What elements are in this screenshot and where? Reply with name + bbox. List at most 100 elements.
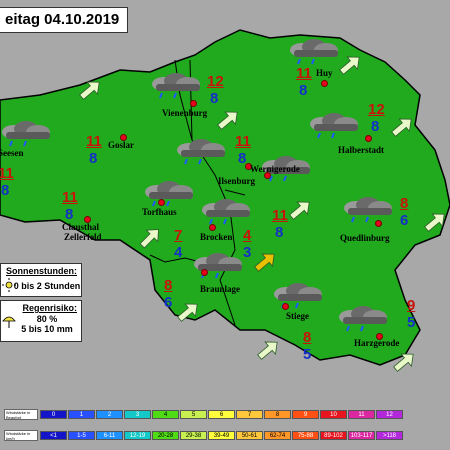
beaufort-cell: 7 bbox=[236, 410, 263, 419]
town-label: Zellerfeld bbox=[64, 232, 102, 242]
town-label: Vienenburg bbox=[162, 108, 208, 118]
town-label: Brocken bbox=[200, 232, 233, 242]
temp-max: 9 bbox=[407, 297, 416, 314]
temp-max: 11 bbox=[0, 165, 14, 182]
temp-max: 8 bbox=[164, 277, 173, 294]
town-dot bbox=[158, 199, 165, 206]
town-dot bbox=[321, 80, 328, 87]
rain-legend: Regenrisiko: 80 % 5 bis 10 mm bbox=[0, 300, 82, 342]
temp-min: 8 bbox=[275, 224, 284, 241]
kmh-cell: 103-117 bbox=[348, 431, 375, 440]
town-label: Wernigerode bbox=[250, 164, 300, 174]
town-label: Braunlage bbox=[200, 284, 241, 294]
wind-arrow-icon bbox=[254, 253, 275, 272]
temp-max: 11 bbox=[296, 65, 312, 82]
rain-amount: 5 bis 10 mm bbox=[21, 324, 73, 334]
temp-min: 8 bbox=[299, 82, 308, 99]
temp-max: 8 bbox=[400, 195, 409, 212]
rain-cloud-icon bbox=[290, 39, 338, 65]
temp-min: 5 bbox=[303, 346, 312, 363]
town-label: Clausthal bbox=[62, 222, 100, 232]
rain-cloud-icon bbox=[152, 73, 200, 99]
wind-arrow-icon bbox=[79, 81, 100, 100]
kmh-cell: 6-11 bbox=[96, 431, 123, 440]
temp-max: 11 bbox=[86, 133, 102, 150]
temp-max: 11 bbox=[62, 189, 78, 206]
temp-min: 8 bbox=[371, 118, 380, 135]
sun-title: Sonnenstunden: bbox=[6, 266, 77, 276]
umbrella-icon bbox=[2, 316, 16, 328]
town-label: Seesen bbox=[0, 148, 24, 158]
rain-cloud-icon bbox=[202, 199, 250, 225]
beaufort-cell: 0 bbox=[40, 410, 67, 419]
kmh-cell: 39-49 bbox=[208, 431, 235, 440]
kmh-label: Windstärke in km/h bbox=[4, 430, 38, 441]
beaufort-cell: 12 bbox=[376, 410, 403, 419]
town-dot bbox=[245, 163, 252, 170]
temp-max: 4 bbox=[243, 227, 252, 244]
temp-max: 12 bbox=[368, 101, 385, 118]
temp-min: 8 bbox=[89, 150, 98, 167]
kmh-cell: 1-5 bbox=[68, 431, 95, 440]
beaufort-cell: 4 bbox=[152, 410, 179, 419]
kmh-cell: 20-28 bbox=[152, 431, 179, 440]
kmh-cell: 62-74 bbox=[264, 431, 291, 440]
town-dot bbox=[264, 172, 271, 179]
rain-cloud-icon bbox=[339, 306, 387, 332]
rain-cloud-icon bbox=[310, 113, 358, 139]
rain-percent: 80 % bbox=[36, 314, 58, 324]
town-dot bbox=[365, 135, 372, 142]
page-title: eitag 04.10.2019 bbox=[5, 11, 120, 28]
beaufort-cell: 9 bbox=[292, 410, 319, 419]
kmh-cell: 75-88 bbox=[292, 431, 319, 440]
wind-arrow-icon bbox=[217, 111, 238, 130]
wind-arrow-icon bbox=[257, 341, 278, 360]
town-label: Halberstadt bbox=[338, 145, 384, 155]
wind-arrow-icon bbox=[289, 201, 310, 220]
border-line bbox=[224, 189, 246, 196]
rain-cloud-icon bbox=[145, 181, 193, 207]
temp-max: 11 bbox=[235, 133, 251, 150]
temp-max: 8 bbox=[303, 329, 312, 346]
temp-max: 11 bbox=[272, 207, 288, 224]
kmh-cell: 50-61 bbox=[236, 431, 263, 440]
wind-arrow-icon bbox=[177, 303, 198, 322]
rain-cloud-icon bbox=[344, 197, 392, 223]
temp-min: 4 bbox=[174, 244, 183, 261]
town-dot bbox=[375, 220, 382, 227]
town-dot bbox=[209, 224, 216, 231]
border-line bbox=[174, 59, 193, 141]
town-label: Harzgerode bbox=[354, 338, 400, 348]
beaufort-cell: 5 bbox=[180, 410, 207, 419]
sun-legend: Sonnenstunden: 0 bis 2 Stunden bbox=[0, 263, 82, 297]
beaufort-cell: 11 bbox=[348, 410, 375, 419]
kmh-cell: <1 bbox=[40, 431, 67, 440]
temp-min: 3 bbox=[243, 244, 252, 261]
temp-min: 8 bbox=[65, 206, 74, 223]
kmh-cell: 89-102 bbox=[320, 431, 347, 440]
town-dot bbox=[376, 333, 383, 340]
town-dot bbox=[84, 216, 91, 223]
sun-icon bbox=[2, 278, 16, 292]
temp-min: 8 bbox=[1, 182, 10, 199]
beaufort-cell: 2 bbox=[96, 410, 123, 419]
town-label: Torfhaus bbox=[142, 207, 177, 217]
beaufort-cell: 6 bbox=[208, 410, 235, 419]
wind-arrow-icon bbox=[391, 118, 412, 137]
rain-title: Regenrisiko: bbox=[22, 303, 77, 313]
rain-cloud-icon bbox=[177, 139, 225, 165]
temp-min: 8 bbox=[210, 90, 219, 107]
beaufort-cell: 10 bbox=[320, 410, 347, 419]
rain-cloud-icon bbox=[262, 156, 310, 182]
wind-arrow-icon bbox=[139, 229, 159, 249]
kmh-cell: >118 bbox=[376, 431, 403, 440]
temp-max: 7 bbox=[174, 227, 183, 244]
beaufort-cell: 1 bbox=[68, 410, 95, 419]
temp-max: 12 bbox=[207, 73, 224, 90]
rain-cloud-icon bbox=[2, 121, 50, 147]
temp-min: 6 bbox=[164, 294, 173, 311]
temp-min: 6 bbox=[400, 212, 409, 229]
town-dot bbox=[282, 303, 289, 310]
town-label: Huy bbox=[316, 68, 333, 78]
title-box: eitag 04.10.2019 bbox=[0, 7, 128, 33]
